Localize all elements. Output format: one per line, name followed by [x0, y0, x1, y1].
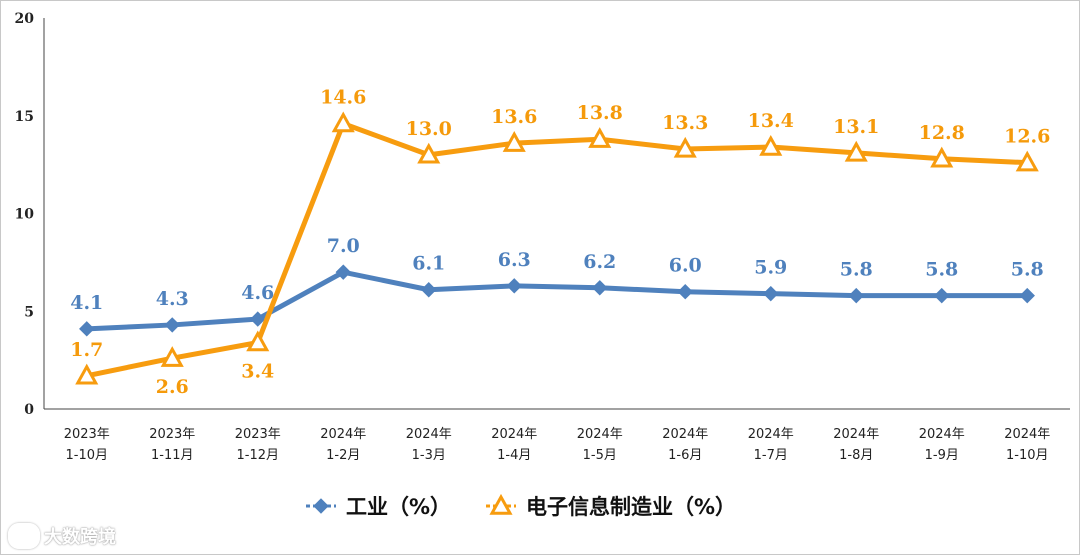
diamond-marker — [934, 287, 950, 304]
chart-legend: 工业（%） 电子信息制造业（%） — [306, 493, 736, 519]
data-label: 2.6 — [156, 376, 189, 398]
data-label: 6.2 — [583, 251, 616, 273]
x-tick-label-period: 1-2月 — [326, 448, 360, 463]
diamond-marker — [335, 264, 351, 280]
data-label: 12.6 — [1004, 126, 1050, 148]
y-axis-ticks: 0 5 10 15 20 — [15, 11, 35, 418]
data-label: 3.4 — [241, 361, 274, 383]
watermark: 大数跨境 — [8, 523, 116, 549]
series-electronics: 1.7 2.6 3.4 14.6 13.0 13.6 13.8 13.3 13.4 13.1 12.… — [70, 87, 1050, 399]
x-tick-label-year: 2024年 — [919, 427, 965, 442]
diamond-marker — [164, 317, 180, 333]
triangle-marker — [417, 142, 441, 164]
triangle-marker — [759, 134, 783, 156]
data-label: 13.3 — [662, 112, 708, 134]
triangle-marker — [1015, 150, 1039, 172]
triangle-marker — [160, 346, 184, 367]
x-tick-label-period: 1-9月 — [925, 448, 959, 463]
legend-label: 工业（%） — [346, 495, 451, 519]
x-tick-label-year: 2024年 — [1004, 427, 1050, 442]
x-axis-ticks: 2023年 1-10月 2023年 1-11月 2023年 1-12月 2024年 1-2月 2… — [64, 427, 1051, 463]
x-tick-label-year: 2024年 — [577, 427, 623, 442]
triangle-marker — [502, 131, 526, 152]
x-tick-label-year: 2024年 — [748, 427, 794, 442]
x-tick-label-period: 1-12月 — [236, 448, 279, 463]
x-tick-label-period: 1-10月 — [65, 448, 108, 463]
data-label: 6.1 — [412, 253, 445, 275]
chart-axes — [43, 18, 1070, 410]
data-label: 4.6 — [241, 282, 274, 304]
data-label: 12.8 — [919, 122, 965, 144]
chart-series: 4.1 4.3 4.6 7.0 6.1 6.3 6.2 6.0 5.9 5.8 5.8 5.8 1.7 2… — [70, 87, 1050, 399]
x-tick-label-period: 1-5月 — [583, 448, 617, 463]
diamond-marker — [250, 311, 266, 327]
y-tick-label: 10 — [15, 207, 35, 223]
data-label: 4.3 — [156, 288, 189, 310]
x-tick-label-period: 1-8月 — [839, 448, 873, 463]
x-tick-label-year: 2024年 — [320, 427, 366, 442]
data-label: 14.6 — [320, 87, 366, 109]
series-line — [86, 269, 1028, 332]
data-label: 5.8 — [840, 259, 873, 281]
diamond-marker — [313, 498, 329, 514]
x-tick-label-year: 2024年 — [491, 427, 537, 442]
triangle-marker — [489, 493, 513, 515]
data-label: 5.8 — [925, 259, 958, 281]
triangle-marker — [844, 140, 868, 162]
x-tick-label-year: 2024年 — [662, 427, 708, 442]
diamond-marker — [1019, 287, 1035, 304]
diamond-marker — [79, 321, 95, 337]
x-tick-label-period: 1-7月 — [754, 448, 788, 463]
x-tick-label-period: 1-11月 — [151, 448, 194, 463]
x-tick-label-year: 2024年 — [833, 427, 879, 442]
y-tick-label: 5 — [24, 304, 34, 320]
x-tick-label-period: 1-4月 — [497, 448, 531, 463]
watermark-text: 大数跨境 — [44, 527, 116, 548]
diamond-marker — [421, 282, 437, 298]
legend-label: 电子信息制造业（%） — [526, 495, 736, 519]
triangle-marker — [673, 136, 697, 158]
x-tick-label-year: 2023年 — [149, 427, 195, 442]
triangle-marker — [331, 111, 355, 133]
x-tick-label-period: 1-6月 — [668, 448, 702, 463]
triangle-marker — [75, 363, 99, 385]
data-label: 4.1 — [70, 292, 103, 314]
data-label: 7.0 — [327, 235, 360, 257]
x-tick-label-year: 2023年 — [64, 427, 110, 442]
x-tick-label-period: 1-3月 — [412, 448, 446, 463]
x-tick-label-year: 2024年 — [406, 427, 452, 442]
y-tick-label: 15 — [15, 109, 34, 125]
triangle-marker — [930, 146, 954, 168]
x-tick-label-year: 2023年 — [235, 427, 281, 442]
data-label: 13.1 — [833, 116, 879, 138]
series-line — [86, 121, 1028, 379]
logo-icon — [8, 523, 40, 549]
diamond-marker — [677, 283, 693, 300]
diamond-marker — [848, 287, 864, 304]
series-industry: 4.1 4.3 4.6 7.0 6.1 6.3 6.2 6.0 5.9 5.8 5.8 5.8 — [70, 235, 1044, 337]
data-label: 6.0 — [669, 255, 702, 277]
x-tick-label-period: 1-10月 — [1006, 448, 1049, 463]
data-label: 5.8 — [1011, 259, 1044, 281]
data-label: 13.0 — [406, 118, 452, 140]
triangle-marker — [588, 127, 612, 148]
legend-item-electronics: 电子信息制造业（%） — [486, 493, 736, 519]
data-label: 5.9 — [754, 257, 787, 279]
diamond-marker — [763, 285, 779, 302]
diamond-marker — [506, 278, 522, 294]
y-tick-label: 0 — [24, 402, 34, 418]
data-label: 1.7 — [70, 339, 103, 361]
y-tick-label: 20 — [15, 11, 35, 27]
data-label: 13.6 — [491, 106, 537, 128]
data-label: 13.4 — [748, 110, 794, 132]
data-label: 6.3 — [498, 249, 531, 271]
triangle-marker — [246, 330, 270, 352]
legend-item-industry: 工业（%） — [306, 495, 451, 519]
data-label: 13.8 — [577, 102, 623, 124]
diamond-marker — [592, 280, 608, 296]
